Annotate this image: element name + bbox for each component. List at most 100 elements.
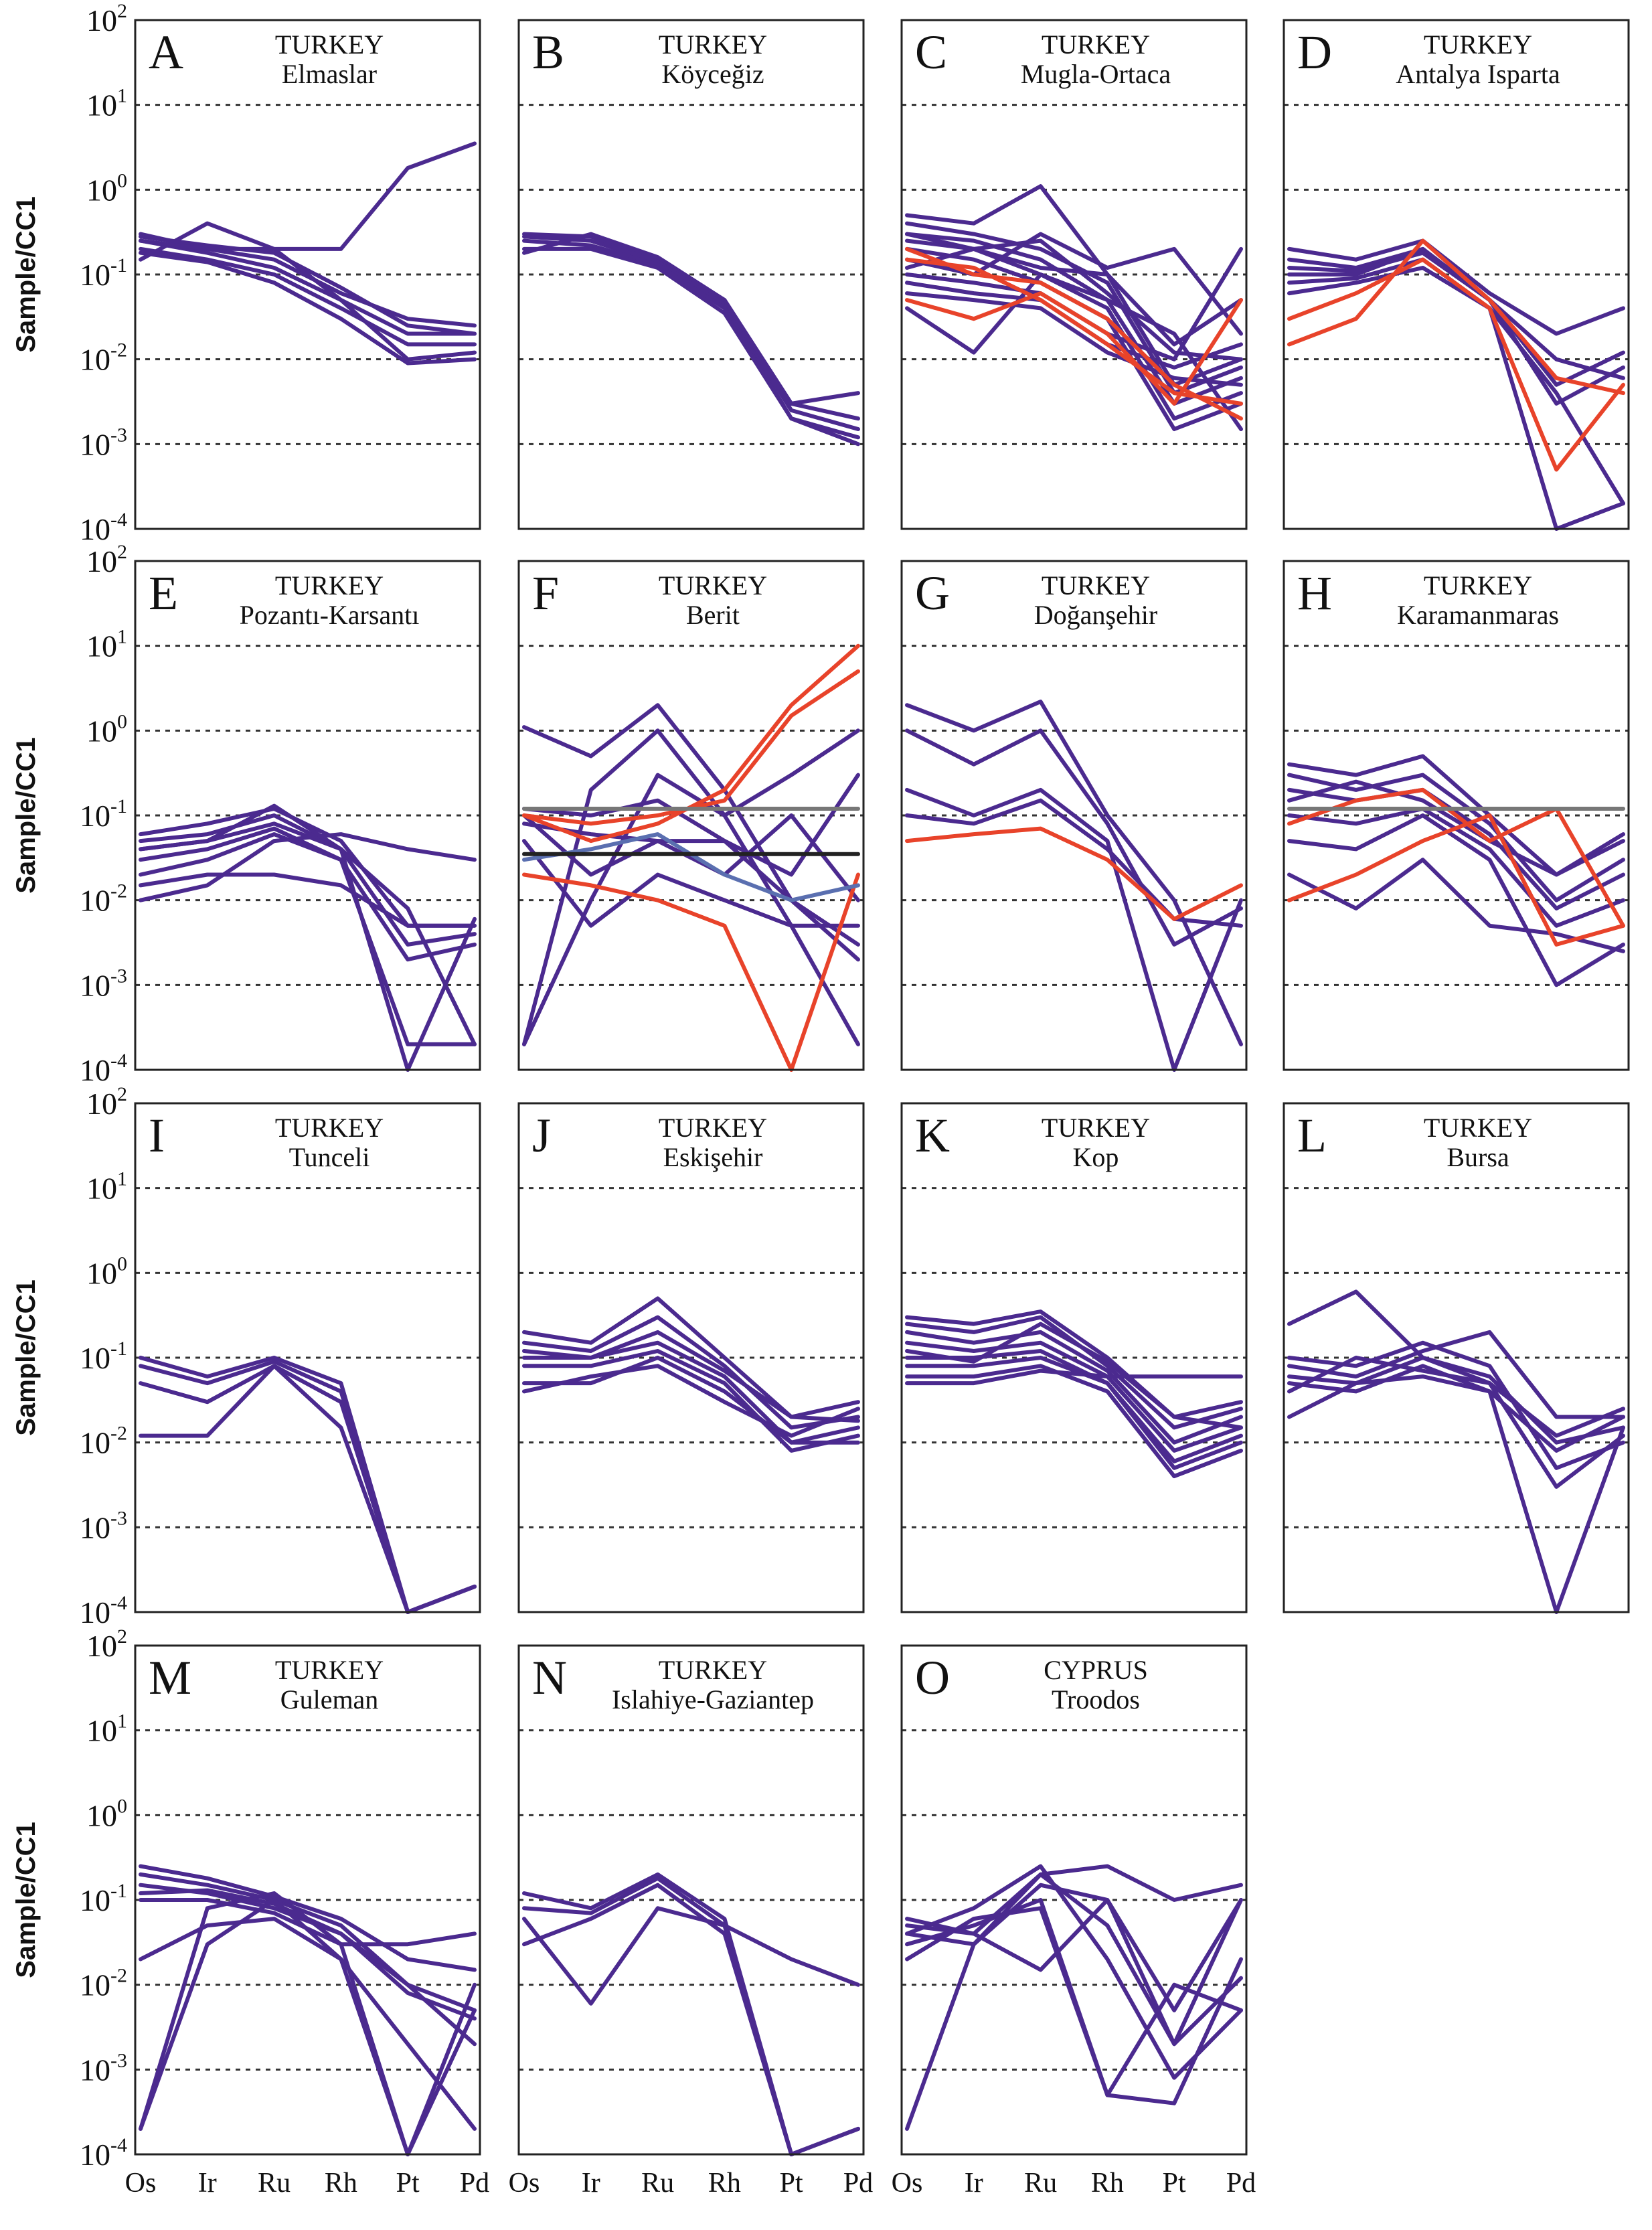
- panel-letter: H: [1297, 566, 1332, 620]
- series-line: [139, 250, 477, 366]
- series-line: [139, 1917, 477, 2156]
- panel-locality: Eskişehir: [663, 1142, 763, 1172]
- x-tick-label: Os: [125, 2168, 157, 2199]
- series-line: [522, 703, 860, 962]
- panel-locality: Guleman: [280, 1684, 379, 1715]
- panel-country: TURKEY: [1424, 570, 1532, 601]
- panel-country: TURKEY: [1424, 29, 1532, 60]
- series-line: [522, 728, 860, 1046]
- y-tick-label: 10-1: [80, 795, 127, 833]
- series-line: [905, 1368, 1243, 1386]
- series-line: [522, 1296, 860, 1419]
- panel-country: TURKEY: [659, 29, 767, 60]
- series-line: [522, 1876, 860, 2156]
- panel-country: TURKEY: [1042, 1113, 1150, 1143]
- series-line: [905, 246, 1243, 421]
- series-line: [905, 787, 1243, 1072]
- panel-frame: [134, 19, 481, 530]
- x-tick-label: Ru: [1024, 2168, 1057, 2199]
- series-line: [139, 1864, 477, 1972]
- panel-country: TURKEY: [1042, 29, 1150, 60]
- panel-letter: K: [915, 1109, 950, 1162]
- series-line: [905, 1340, 1243, 1453]
- series-line: [139, 1872, 477, 2012]
- panel-frame: [1283, 19, 1630, 530]
- series-line: [905, 232, 1243, 406]
- x-tick-label: Rh: [325, 2168, 357, 2199]
- series-line: [522, 813, 860, 902]
- series-line: [905, 238, 1243, 362]
- panel-locality: Islahiye-Gaziantep: [612, 1684, 814, 1715]
- panel-letter: I: [149, 1109, 165, 1162]
- panel-country: TURKEY: [659, 570, 767, 601]
- y-tick-label: 10-3: [80, 1507, 127, 1544]
- panel-frame: [900, 1644, 1248, 2156]
- panel-letter: E: [149, 566, 178, 620]
- series-line: [1287, 858, 1625, 953]
- series-line: [139, 1364, 477, 1614]
- panel-country: TURKEY: [1424, 1113, 1532, 1143]
- y-tick-label: 102: [86, 541, 127, 578]
- y-tick-label: 101: [86, 1710, 127, 1748]
- panel-letter: O: [915, 1651, 950, 1704]
- series-line: [522, 1349, 860, 1453]
- x-tick-label: Rh: [708, 2168, 741, 2199]
- y-tick-label: 10-1: [80, 254, 127, 292]
- series-line: [139, 1888, 477, 2047]
- x-tick-label: Pd: [460, 2168, 489, 2199]
- series-line: [905, 728, 1243, 947]
- series-line: [522, 232, 860, 421]
- x-tick-label: Pt: [396, 2168, 420, 2199]
- panel-frame: [134, 1102, 481, 1613]
- series-line: [1287, 787, 1625, 910]
- y-tick-label: 10-3: [80, 424, 127, 461]
- panel-country: TURKEY: [275, 1113, 384, 1143]
- y-tick-label: 10-4: [80, 1592, 127, 1629]
- panel-letter: G: [915, 566, 950, 620]
- series-line: [905, 291, 1243, 387]
- series-line: [139, 234, 477, 336]
- series-line: [522, 839, 860, 928]
- y-axis-label: Sample/CC1: [11, 737, 41, 893]
- series-line: [905, 1906, 1243, 2097]
- y-tick-label: 10-4: [80, 2134, 127, 2172]
- series-line: [139, 1364, 477, 1614]
- panel-locality: Tunceli: [289, 1142, 370, 1172]
- panel-letter: F: [532, 566, 559, 620]
- series-line: [139, 832, 477, 902]
- series-line: [1287, 238, 1625, 396]
- series-line: [905, 826, 1243, 921]
- series-line: [1287, 1374, 1625, 1453]
- series-line: [905, 257, 1243, 406]
- series-line: [139, 826, 477, 1046]
- y-tick-label: 10-2: [80, 339, 127, 377]
- series-line: [139, 803, 477, 1046]
- series-line: [905, 1330, 1243, 1445]
- series-line: [1287, 238, 1625, 336]
- y-tick-label: 10-3: [80, 2049, 127, 2087]
- x-tick-label: Ir: [965, 2168, 983, 2199]
- series-line: [905, 1872, 1243, 2131]
- series-line: [905, 1883, 1243, 2012]
- panel-letter: N: [532, 1651, 567, 1704]
- x-tick-label: Os: [509, 2168, 540, 2199]
- y-tick-label: 101: [86, 1168, 127, 1206]
- panel-locality: Pozantı-Karsantı: [240, 600, 420, 630]
- series-line: [522, 872, 860, 1072]
- panel-letter: A: [149, 25, 183, 79]
- series-line: [139, 813, 477, 947]
- series-line: [522, 232, 860, 406]
- panel-country: CYPRUS: [1044, 1655, 1148, 1685]
- panel-letter: D: [1297, 25, 1332, 79]
- series-line: [139, 872, 477, 928]
- series-line: [522, 1364, 860, 1438]
- series-line: [1287, 773, 1625, 902]
